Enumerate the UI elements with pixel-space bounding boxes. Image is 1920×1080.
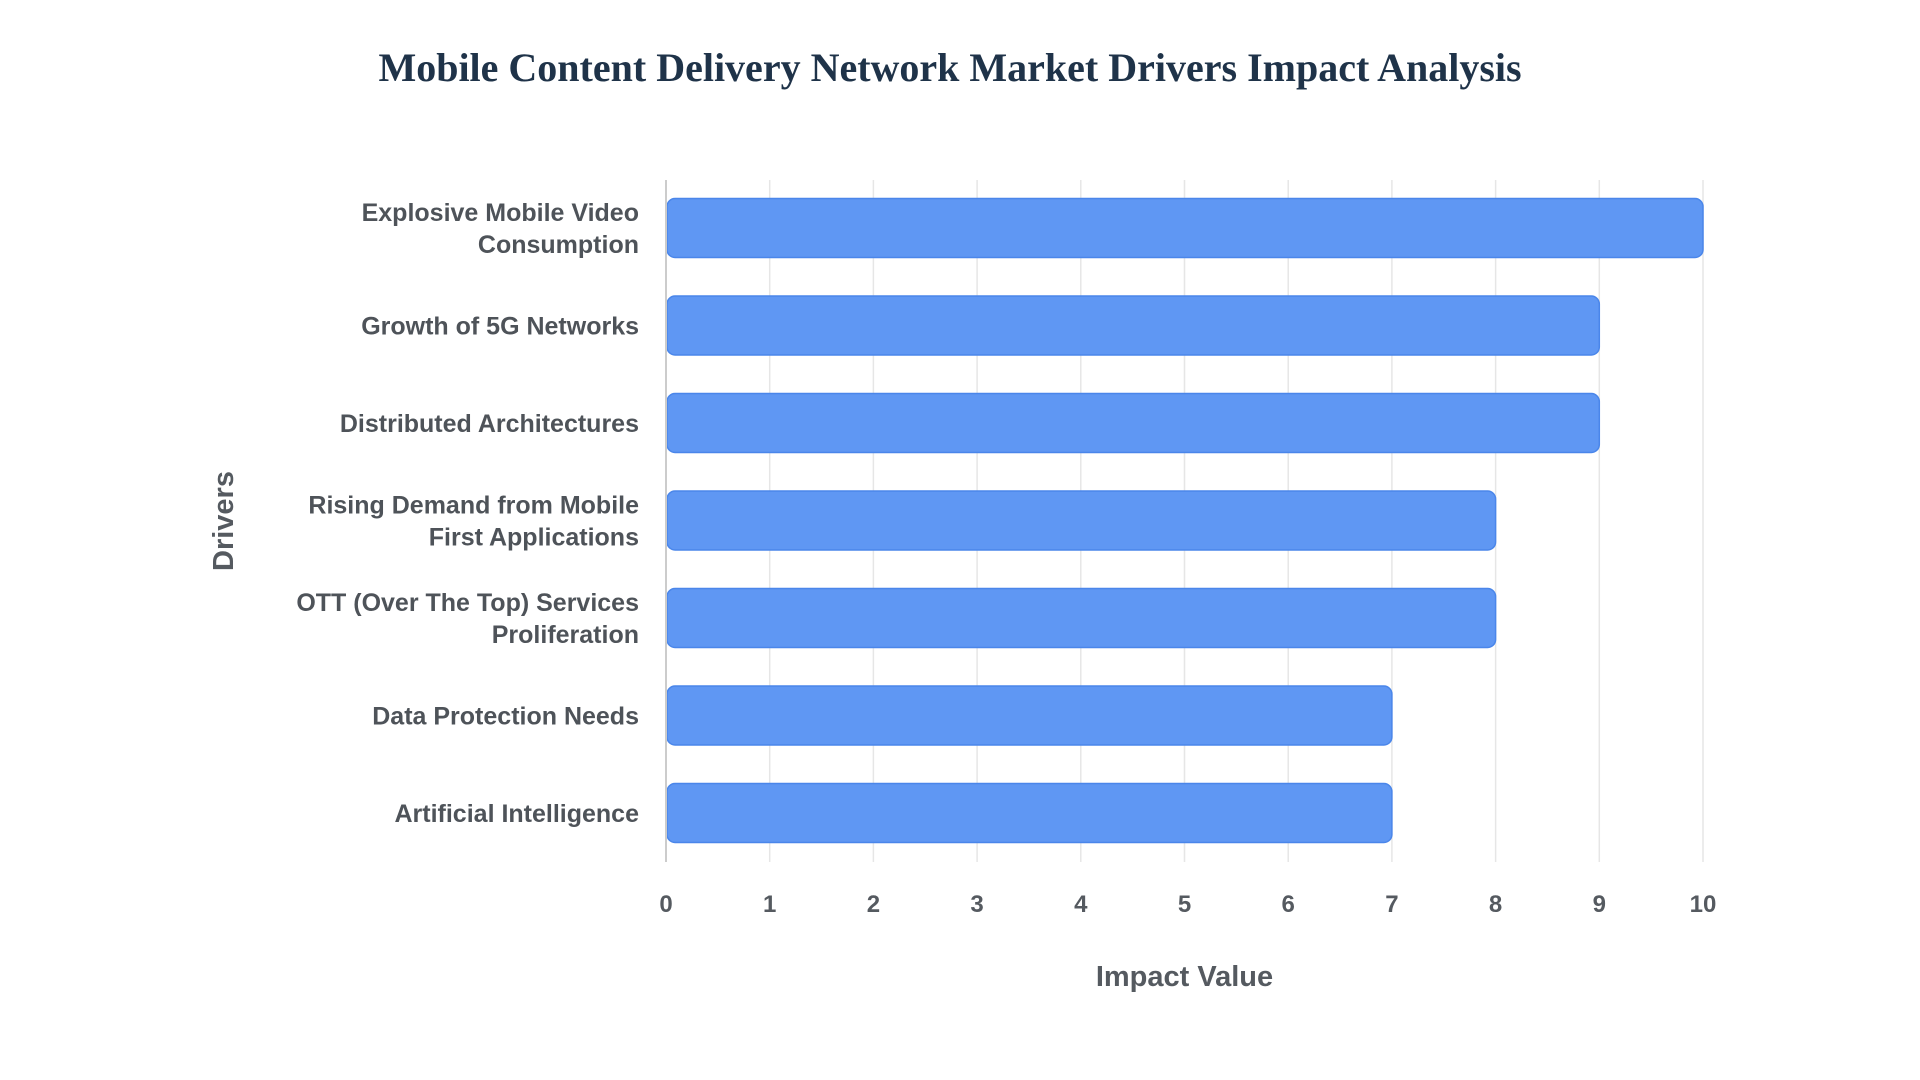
bar (666, 295, 1601, 356)
category-label: Artificial Intelligence (394, 800, 639, 828)
bar (666, 392, 1601, 454)
bar (666, 587, 1497, 649)
x-tick-label: 3 (970, 891, 983, 918)
category-label: Rising Demand from Mobile First Applicati… (308, 492, 639, 552)
bars (666, 197, 1704, 844)
category-label: Growth of 5G Networks (361, 313, 639, 341)
x-tick-label: 4 (1074, 891, 1088, 918)
category-label: OTT (Over The Top) Services Proliferation (296, 589, 639, 649)
category-label-line: First Applications (429, 524, 639, 552)
x-tick-labels: 0 1 2 3 4 5 6 7 8 9 10 (659, 891, 1716, 918)
category-labels: Explosive Mobile Video Consumption Growth … (296, 199, 639, 828)
category-label-line: OTT (Over The Top) Services (296, 589, 639, 617)
x-tick-label: 8 (1489, 891, 1502, 918)
category-label: Distributed Architectures (340, 410, 639, 438)
category-label-line: Artificial Intelligence (394, 800, 639, 828)
x-tick-label: 7 (1385, 891, 1398, 918)
category-label-line: Data Protection Needs (372, 703, 639, 731)
x-tick-label: 0 (659, 891, 672, 918)
x-axis-title: Impact Value (1096, 961, 1273, 993)
category-label-line: Proliferation (492, 621, 639, 649)
x-tick-label: 5 (1178, 891, 1191, 918)
bar (666, 197, 1704, 259)
bar (666, 490, 1497, 551)
category-label-line: Distributed Architectures (340, 410, 639, 438)
category-label: Explosive Mobile Video Consumption (362, 199, 639, 259)
chart-title: Mobile Content Delivery Network Market D… (378, 45, 1522, 90)
category-label-line: Rising Demand from Mobile (308, 492, 639, 520)
x-tick-label: 1 (763, 891, 776, 918)
category-label-line: Consumption (478, 231, 639, 259)
category-label-line: Growth of 5G Networks (361, 313, 639, 341)
category-label: Data Protection Needs (372, 703, 639, 731)
x-tick-label: 6 (1282, 891, 1295, 918)
category-label-line: Explosive Mobile Video (362, 199, 639, 227)
bar (666, 685, 1393, 746)
x-tick-label: 2 (867, 891, 880, 918)
bar (666, 782, 1393, 844)
y-axis-title: Drivers (208, 471, 240, 571)
x-tick-label: 9 (1593, 891, 1606, 918)
x-tick-label: 10 (1690, 891, 1717, 918)
